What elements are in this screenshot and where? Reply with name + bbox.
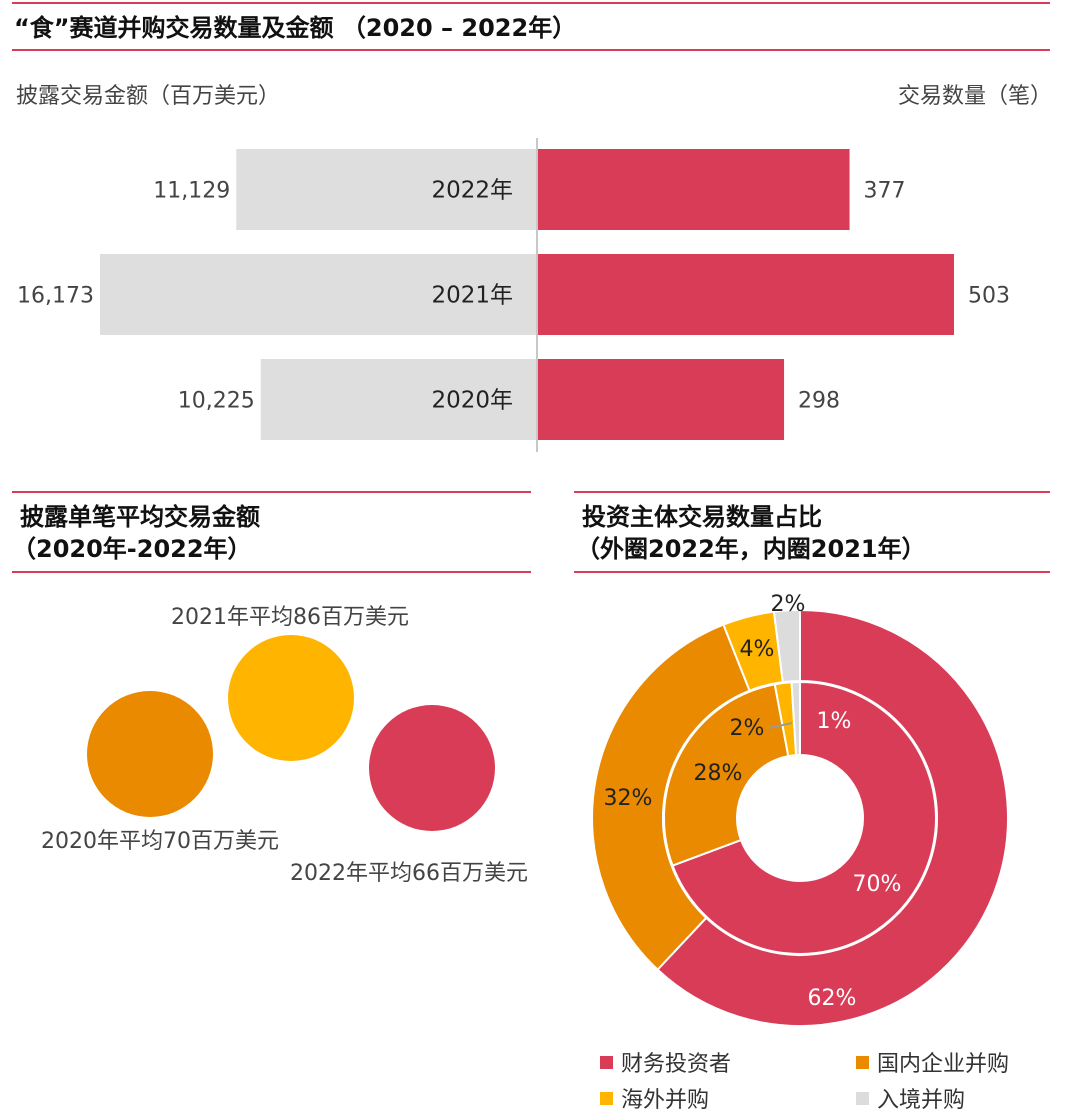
bubble-title-line2: （2020年-2022年） bbox=[12, 535, 252, 563]
inner-label-3: 1% bbox=[817, 709, 852, 734]
donut-chart: 62% 32% 4% 2% 70% 28% 2% 1% bbox=[591, 592, 1009, 1027]
butterfly-bar-chart: 2022年 11,129 377 2021年 16,173 503 2020年 10,225 2… bbox=[17, 138, 1010, 452]
legend-swatch-domestic bbox=[856, 1055, 869, 1069]
year-label-0: 2022年 bbox=[431, 178, 513, 204]
bubble-title-line1: 披露单笔平均交易金额 bbox=[20, 503, 260, 531]
legend-swatch-financial bbox=[600, 1055, 613, 1069]
donut-title-rule bbox=[574, 571, 1050, 573]
bubble-top-rule bbox=[12, 491, 531, 493]
title-rule bbox=[12, 49, 1050, 51]
outer-label-1: 32% bbox=[604, 786, 653, 811]
inner-label-1: 28% bbox=[694, 761, 743, 786]
count-value-2: 298 bbox=[798, 389, 840, 414]
legend-domestic: 国内企业并购 bbox=[856, 1046, 1009, 1078]
legend-overseas: 海外并购 bbox=[600, 1082, 709, 1114]
legend-financial: 财务投资者 bbox=[600, 1046, 731, 1078]
legend-inbound: 入境并购 bbox=[856, 1082, 965, 1114]
count-bar-2 bbox=[537, 359, 785, 440]
count-value-1: 503 bbox=[968, 284, 1010, 309]
bubble-label-2: 2022年平均66百万美元 bbox=[290, 861, 528, 886]
legend-swatch-inbound bbox=[856, 1091, 869, 1105]
legend-label-domestic: 国内企业并购 bbox=[877, 1052, 1010, 1077]
amount-bar-0 bbox=[236, 149, 538, 230]
donut-title-line2: （外圈2022年，内圈2021年） bbox=[576, 535, 926, 563]
bubble-1 bbox=[87, 691, 213, 817]
donut-title-line1: 投资主体交易数量占比 bbox=[582, 503, 822, 531]
leader-line-2pct bbox=[768, 722, 793, 729]
outer-label-2: 4% bbox=[740, 637, 775, 662]
inner-label-0: 70% bbox=[853, 872, 902, 897]
year-label-2: 2020年 bbox=[431, 388, 513, 414]
bubble-2 bbox=[369, 705, 495, 831]
donut-top-rule bbox=[574, 491, 1050, 493]
legend-swatch-overseas bbox=[600, 1091, 613, 1105]
bar-chart-title: “食”赛道并购交易数量及金额 （2020 – 2022年） bbox=[14, 14, 577, 42]
bubble-chart: 2021年平均86百万美元 2020年平均70百万美元 2022年平均66百万美元 bbox=[41, 605, 528, 886]
amount-bar-2 bbox=[260, 359, 537, 440]
left-axis-label: 披露交易金额（百万美元） bbox=[16, 84, 281, 109]
top-rule bbox=[12, 2, 1050, 4]
count-bar-0 bbox=[537, 149, 850, 230]
inner-slice-0 bbox=[671, 680, 937, 955]
bubble-title-rule bbox=[12, 571, 531, 573]
inner-label-2: 2% bbox=[730, 716, 765, 741]
legend-label-inbound: 入境并购 bbox=[877, 1088, 966, 1113]
legend-label-overseas: 海外并购 bbox=[621, 1088, 710, 1113]
amount-value-1: 16,173 bbox=[17, 284, 94, 309]
outer-label-0: 62% bbox=[808, 986, 857, 1011]
year-label-1: 2021年 bbox=[431, 283, 513, 309]
bubble-label-0: 2021年平均86百万美元 bbox=[171, 605, 409, 630]
amount-bar-1 bbox=[100, 254, 537, 335]
bubble-label-1: 2020年平均70百万美元 bbox=[41, 829, 279, 854]
count-value-0: 377 bbox=[864, 179, 906, 204]
inner-slice-1 bbox=[663, 683, 790, 867]
bubble-0 bbox=[228, 635, 354, 761]
outer-label-3: 2% bbox=[771, 592, 806, 617]
right-axis-label: 交易数量（笔） bbox=[897, 84, 1052, 109]
legend-label-financial: 财务投资者 bbox=[621, 1052, 732, 1077]
amount-value-0: 11,129 bbox=[153, 179, 230, 204]
count-bar-1 bbox=[537, 254, 954, 335]
inner-slice-3 bbox=[790, 680, 801, 757]
amount-value-2: 10,225 bbox=[178, 389, 255, 414]
